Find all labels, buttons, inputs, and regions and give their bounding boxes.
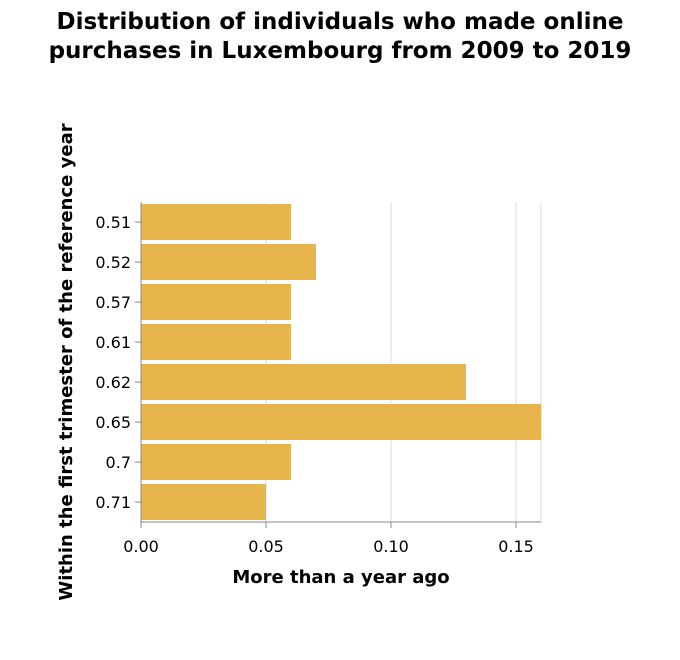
bar-0.51 (141, 204, 291, 240)
x-axis-title: More than a year ago (232, 567, 449, 588)
y-axis-title: Within the first trimester of the refere… (56, 123, 77, 600)
chart-title-line-1: Distribution of individuals who made onl… (56, 9, 624, 35)
bars (141, 204, 541, 520)
bar-0.65 (141, 404, 541, 440)
bar-0.62 (141, 364, 466, 400)
y-tick-label: 0.7 (106, 453, 131, 472)
y-tick-label: 0.71 (95, 493, 131, 512)
bar-0.52 (141, 244, 316, 280)
bar-0.57 (141, 284, 291, 320)
chart-title-line-2: purchases in Luxembourg from 2009 to 201… (48, 38, 632, 64)
x-tick-label: 0.00 (123, 537, 159, 556)
bar-0.7 (141, 444, 291, 480)
y-tick-label: 0.51 (95, 213, 131, 232)
x-tick-label: 0.10 (373, 537, 409, 556)
bar-0.71 (141, 484, 266, 520)
y-tick-label: 0.61 (95, 333, 131, 352)
y-tick-label: 0.57 (95, 293, 131, 312)
y-tick-label: 0.62 (95, 373, 131, 392)
bar-0.61 (141, 324, 291, 360)
axes: 0.00 0.05 0.10 0.15 0.51 0.52 0.57 0.61 0.62 0.65… (95, 202, 541, 556)
y-tick-label: 0.65 (95, 413, 131, 432)
chart-title: Distribution of individuals who made onl… (0, 8, 680, 66)
y-tick-label: 0.52 (95, 253, 131, 272)
x-tick-label: 0.15 (498, 537, 534, 556)
x-tick-label: 0.05 (248, 537, 284, 556)
